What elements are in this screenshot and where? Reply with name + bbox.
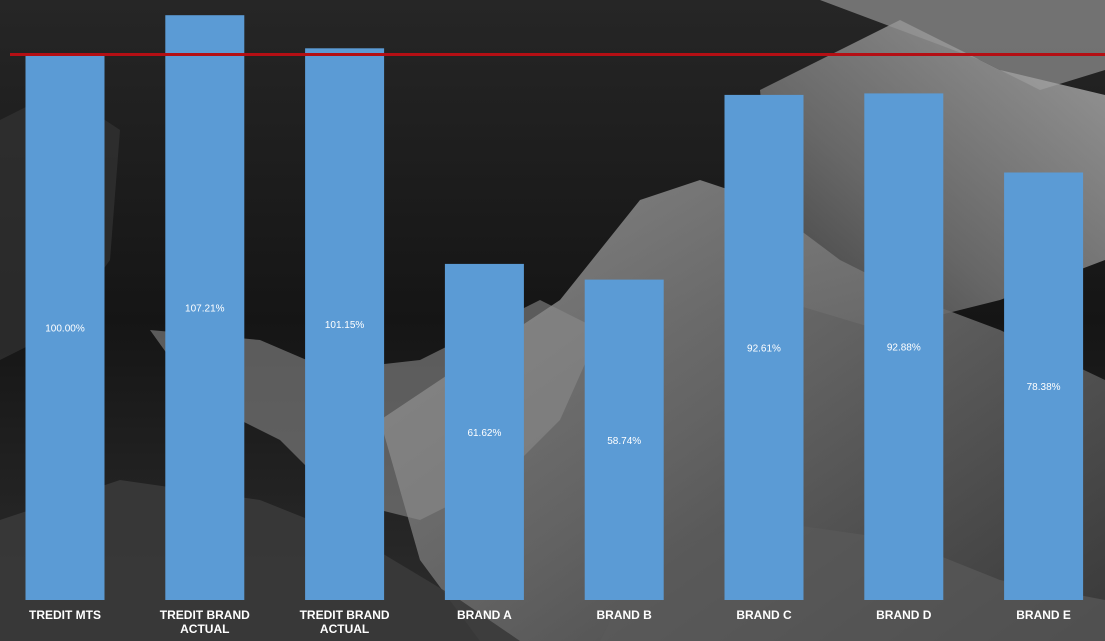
bar-6-brand-c xyxy=(724,94,804,601)
bar-5-brand-b xyxy=(584,279,664,600)
data-label-1: 100.00% xyxy=(45,323,85,334)
x-tick-label-3: TREDIT BRAND ACTUAL xyxy=(300,608,390,636)
bars-group xyxy=(25,15,1084,601)
data-label-6: 92.61% xyxy=(747,343,781,354)
data-label-7: 92.88% xyxy=(887,343,921,354)
data-label-3: 101.15% xyxy=(325,320,365,331)
bar-3-tredit-brand-actual xyxy=(305,48,385,601)
data-labels-group: 100.00% 107.21% 101.15% 61.62% 58.74% 92.61% 9… xyxy=(45,304,1060,447)
data-label-5: 58.74% xyxy=(607,436,641,447)
x-tick-label-8: BRAND E xyxy=(1016,608,1071,622)
bar-1-tredit-mts xyxy=(25,54,105,600)
bar-8-brand-e xyxy=(1004,172,1084,600)
bar-4-brand-a xyxy=(444,263,524,600)
data-label-2: 107.21% xyxy=(185,304,225,315)
x-tick-label-2: TREDIT BRAND ACTUAL xyxy=(160,608,250,636)
x-tick-label-5: BRAND B xyxy=(597,608,653,622)
bar-2-tredit-brand-actual xyxy=(165,15,245,600)
x-tick-label-6: BRAND C xyxy=(736,608,792,622)
x-tick-label-4: BRAND A xyxy=(457,608,512,622)
x-tick-label-7: BRAND D xyxy=(876,608,932,622)
bar-7-brand-d xyxy=(864,93,944,601)
data-label-4: 61.62% xyxy=(467,428,501,439)
x-tick-label-1: TREDIT MTS xyxy=(29,608,101,622)
x-tick-labels-group: TREDIT MTS TREDIT BRAND ACTUAL TREDIT BRAND… xyxy=(29,608,1071,636)
data-label-8: 78.38% xyxy=(1027,382,1061,393)
